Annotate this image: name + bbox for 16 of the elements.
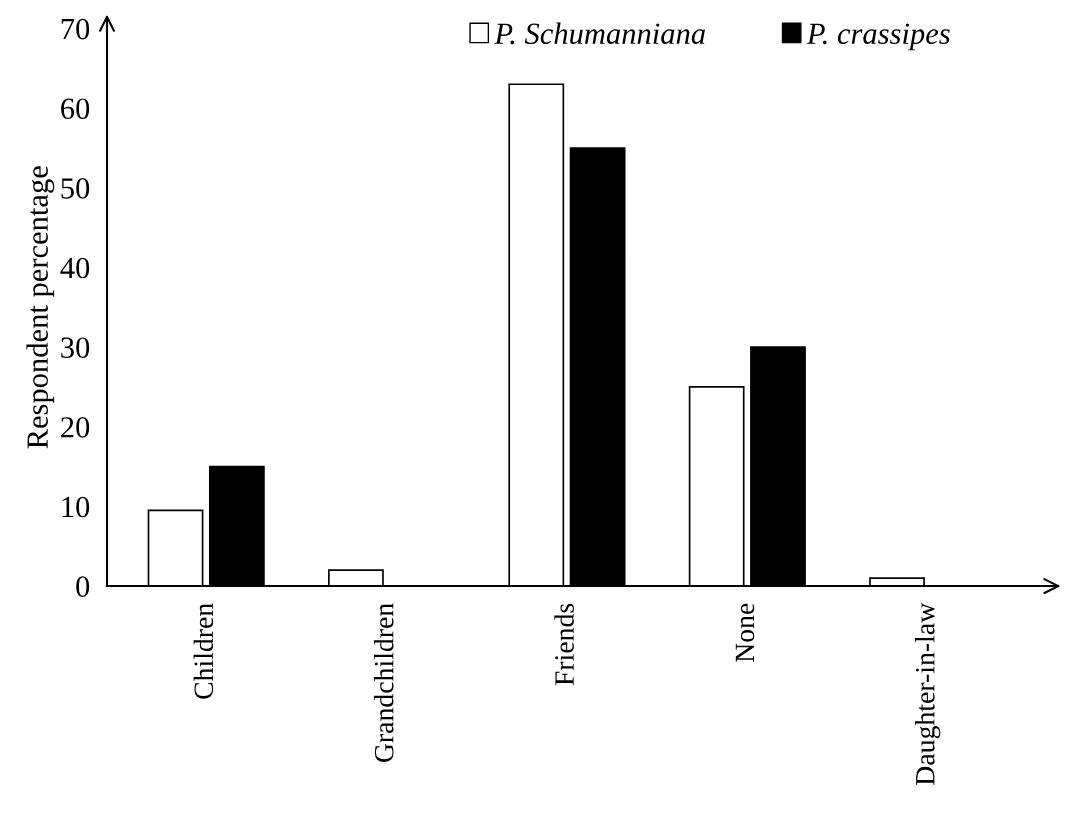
x-tick-label: Daughter-in-law [915, 602, 941, 785]
y-tick-label: 60 [61, 98, 90, 120]
legend-label: P. Schumanniana [494, 22, 705, 45]
y-axis-title: Respondent percentage [26, 166, 55, 449]
x-tick-label: None [735, 603, 755, 663]
x-tick-label: Children [193, 603, 214, 699]
y-tick-label: 40 [60, 257, 90, 279]
y-tick-label: 10 [62, 496, 90, 518]
y-tick-label: 50 [61, 178, 90, 199]
y-tick-label: 20 [61, 417, 90, 438]
x-tick-label: Friends [554, 603, 574, 686]
y-tick-label: 30 [61, 337, 90, 359]
y-tick-label: 0 [76, 576, 90, 597]
x-tick-label: Grandchildren [373, 603, 394, 763]
y-tick-label: 70 [61, 18, 90, 40]
legend-label: P. crassipes [806, 23, 950, 51]
